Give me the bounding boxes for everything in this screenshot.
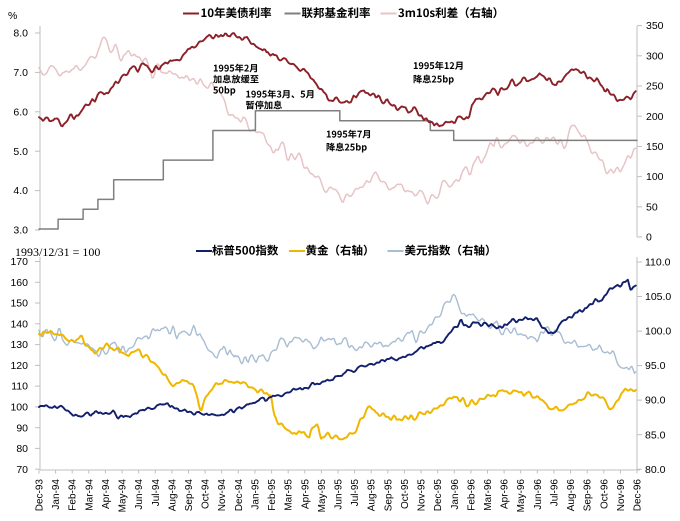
svg-text:Oct-94: Oct-94 [201, 479, 212, 509]
svg-text:80: 80 [16, 443, 28, 455]
svg-text:90: 90 [16, 422, 28, 434]
svg-text:Jul-96: Jul-96 [549, 479, 560, 507]
svg-text:Apr-95: Apr-95 [300, 479, 311, 509]
svg-text:May-94: May-94 [118, 479, 129, 513]
svg-text:Apr-96: Apr-96 [500, 479, 511, 509]
svg-text:0: 0 [646, 232, 652, 244]
svg-text:140: 140 [10, 318, 28, 330]
svg-text:Sep-95: Sep-95 [383, 479, 394, 512]
svg-text:Aug-96: Aug-96 [566, 479, 577, 512]
svg-text:Jun-95: Jun-95 [334, 479, 345, 510]
svg-text:160: 160 [10, 277, 28, 289]
svg-text:6.0: 6.0 [13, 106, 28, 118]
svg-text:4.0: 4.0 [13, 185, 28, 197]
svg-text:May-95: May-95 [317, 479, 328, 513]
svg-text:Dec-96: Dec-96 [633, 479, 644, 512]
svg-text:95.0: 95.0 [645, 360, 666, 372]
svg-text:85.0: 85.0 [645, 429, 666, 441]
svg-text:Oct-95: Oct-95 [400, 479, 411, 509]
svg-text:70: 70 [16, 464, 28, 476]
svg-text:Aug-94: Aug-94 [167, 479, 178, 512]
svg-text:1993/12/31 = 100: 1993/12/31 = 100 [15, 245, 100, 259]
svg-text:110: 110 [11, 381, 28, 393]
svg-text:Jun-94: Jun-94 [134, 479, 145, 510]
svg-text:250: 250 [646, 81, 664, 93]
svg-text:50: 50 [646, 201, 658, 213]
svg-text:Jan-95: Jan-95 [250, 479, 261, 510]
svg-text:170: 170 [10, 256, 28, 268]
svg-text:Dec-95: Dec-95 [433, 479, 444, 512]
svg-text:120: 120 [10, 360, 28, 372]
svg-text:May-96: May-96 [516, 479, 527, 513]
svg-text:Dec-93: Dec-93 [35, 479, 46, 512]
svg-text:110.0: 110.0 [645, 257, 671, 269]
svg-text:Dec-94: Dec-94 [234, 479, 245, 512]
svg-text:Jan-96: Jan-96 [450, 479, 461, 510]
svg-text:Oct-96: Oct-96 [599, 479, 610, 509]
svg-text:Sep-94: Sep-94 [184, 479, 195, 512]
svg-text:Jul-95: Jul-95 [350, 479, 361, 507]
svg-text:Nov-96: Nov-96 [616, 479, 627, 512]
svg-text:100: 100 [646, 171, 664, 183]
svg-text:150: 150 [10, 298, 28, 310]
svg-text:Jul-94: Jul-94 [151, 479, 162, 507]
svg-text:80.0: 80.0 [645, 464, 666, 476]
svg-text:105.0: 105.0 [645, 291, 671, 303]
svg-text:Feb-96: Feb-96 [466, 479, 477, 511]
svg-text:Mar-94: Mar-94 [84, 479, 95, 511]
svg-text:5.0: 5.0 [13, 146, 28, 158]
svg-text:%: % [8, 10, 17, 22]
svg-text:300: 300 [646, 50, 664, 62]
svg-text:8.0: 8.0 [13, 28, 28, 40]
svg-text:100.0: 100.0 [645, 326, 671, 338]
svg-text:150: 150 [646, 141, 664, 153]
svg-text:Mar-95: Mar-95 [284, 479, 295, 511]
svg-text:100: 100 [10, 402, 28, 414]
svg-text:Feb-94: Feb-94 [68, 479, 79, 511]
svg-text:90.0: 90.0 [645, 395, 666, 407]
svg-text:Nov-95: Nov-95 [417, 479, 428, 512]
svg-text:350: 350 [646, 20, 664, 32]
svg-text:130: 130 [10, 339, 28, 351]
svg-text:Mar-96: Mar-96 [483, 479, 494, 511]
svg-text:Jan-94: Jan-94 [51, 479, 62, 510]
svg-text:Sep-96: Sep-96 [583, 479, 594, 512]
svg-text:7.0: 7.0 [13, 67, 28, 79]
svg-text:Aug-95: Aug-95 [367, 479, 378, 512]
svg-text:Nov-94: Nov-94 [217, 479, 228, 512]
svg-text:Jun-96: Jun-96 [533, 479, 544, 510]
svg-text:Feb-95: Feb-95 [267, 479, 278, 511]
svg-text:Apr-94: Apr-94 [101, 479, 112, 509]
svg-text:3.0: 3.0 [13, 225, 28, 237]
svg-text:200: 200 [646, 111, 664, 123]
